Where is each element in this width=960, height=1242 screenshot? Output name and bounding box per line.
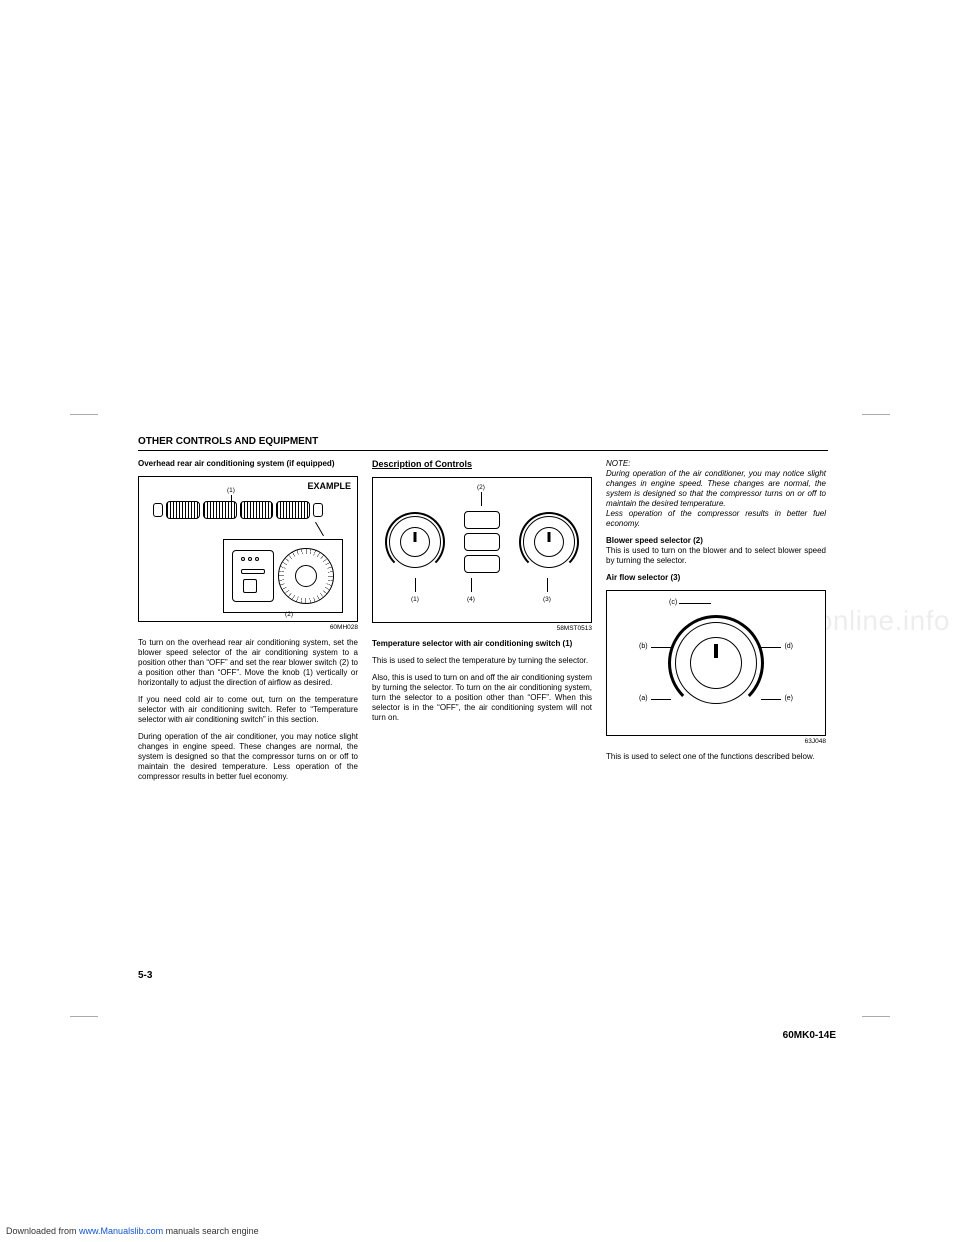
figure-hvac-controls: (2) [372, 477, 592, 623]
vent-louver [166, 501, 200, 519]
ac-button [464, 555, 500, 573]
leader-line [651, 699, 671, 700]
leader-line [679, 603, 711, 604]
manualslib-link[interactable]: www.Manualslib.com [79, 1226, 163, 1236]
body-text: This is used to select the temperature b… [372, 656, 592, 666]
vent-louver [276, 501, 310, 519]
column-2: Description of Controls (2) [372, 459, 592, 789]
note-text: During operation of the air conditioner,… [606, 469, 826, 509]
footer-prefix: Downloaded from [6, 1226, 79, 1236]
body-text: This is used to turn on the blower and t… [606, 546, 826, 566]
callout-2: (2) [285, 611, 293, 619]
callout-1: (1) [227, 487, 235, 495]
airflow-dial [675, 622, 757, 704]
temp-selector-heading: Temperature selector with air conditioni… [372, 639, 592, 649]
callout-4: (4) [467, 596, 475, 604]
figure-code: 60MH028 [138, 624, 358, 632]
mode-icon [243, 579, 257, 593]
callout-e: (e) [784, 695, 793, 704]
leader-line [761, 699, 781, 700]
body-text: If you need cold air to come out, turn o… [138, 695, 358, 725]
page-number: 5-3 [138, 970, 152, 981]
figure-code: 63J048 [606, 738, 826, 746]
airflow-heading: Air flow selector (3) [606, 573, 826, 583]
body-text: Also, this is used to turn on and off th… [372, 673, 592, 723]
slot [241, 569, 265, 574]
footer-suffix: manuals search engine [163, 1226, 259, 1236]
figure-airflow-selector: (c) (b) (d) (a) (e) [606, 590, 826, 736]
blower-button [464, 511, 500, 529]
leader-line [471, 578, 472, 592]
indicator-dots [241, 557, 259, 561]
note-label: NOTE: [606, 459, 826, 469]
callout-3: (3) [543, 596, 551, 604]
figure-code: 58MST0513 [372, 625, 592, 633]
download-footer: Downloaded from www.Manualslib.com manua… [6, 1226, 259, 1236]
vent-endcap [153, 503, 163, 517]
leader-line [761, 647, 781, 648]
body-text: During operation of the air conditioner,… [138, 732, 358, 782]
callout-b: (b) [639, 643, 648, 652]
vent-row [153, 499, 323, 521]
leader-line [315, 522, 324, 536]
vent-louver [203, 501, 237, 519]
crop-mark [70, 414, 98, 415]
document-code: 60MK0-14E [783, 1030, 836, 1041]
leader-line [651, 647, 671, 648]
description-heading: Description of Controls [372, 459, 592, 470]
center-buttons [462, 507, 502, 577]
body-text: This is used to select one of the functi… [606, 752, 826, 762]
callout-a: (a) [639, 695, 648, 704]
crop-mark [70, 1016, 98, 1017]
temperature-knob [389, 516, 441, 568]
crop-mark [862, 1016, 890, 1017]
leader-line [481, 492, 482, 506]
crop-mark [862, 414, 890, 415]
leader-line [415, 578, 416, 592]
example-label: EXAMPLE [307, 481, 351, 492]
vent-endcap [313, 503, 323, 517]
manual-page: OTHER CONTROLS AND EQUIPMENT Overhead re… [138, 436, 828, 981]
callout-d: (d) [784, 643, 793, 652]
vent-louver [240, 501, 274, 519]
column-3: NOTE: During operation of the air condit… [606, 459, 826, 789]
section-header: OTHER CONTROLS AND EQUIPMENT [138, 436, 828, 451]
column-1: Overhead rear air conditioning system (i… [138, 459, 358, 789]
callout-1: (1) [411, 596, 419, 604]
body-text: To turn on the overhead rear air conditi… [138, 638, 358, 688]
recirc-button [464, 533, 500, 551]
blower-heading: Blower speed selector (2) [606, 536, 826, 546]
inset-box [223, 539, 343, 613]
callout-2: (2) [477, 484, 485, 492]
figure-overhead-vent: EXAMPLE (1) [138, 476, 358, 622]
control-panel [389, 506, 575, 578]
leader-line [547, 578, 548, 592]
rear-blower-dial [278, 548, 334, 604]
airflow-knob [523, 516, 575, 568]
inset-panel [232, 550, 274, 602]
overhead-rear-heading: Overhead rear air conditioning system (i… [138, 459, 358, 469]
callout-c: (c) [669, 599, 677, 608]
note-text: Less operation of the compressor results… [606, 509, 826, 529]
